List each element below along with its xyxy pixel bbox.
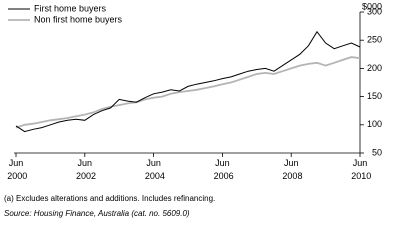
y-tick-label: 300 xyxy=(367,6,382,16)
x-tick-month: Jun xyxy=(353,158,368,168)
legend-label: First home buyers xyxy=(34,3,107,13)
x-tick-year: 2010 xyxy=(349,171,372,181)
x-tick-year: 2002 xyxy=(74,171,97,181)
x-tick-year: 2000 xyxy=(5,171,28,181)
x-tick-year: 2008 xyxy=(280,171,303,181)
x-tick-month: Jun xyxy=(78,158,93,168)
footnote: (a) Excludes alterations and additions. … xyxy=(4,194,215,203)
chart: $000 (a) Excludes alterations and additi… xyxy=(4,1,382,218)
y-tick-label: 250 xyxy=(367,35,382,45)
x-tick-year: 2006 xyxy=(211,171,234,181)
x-tick-month: Jun xyxy=(215,158,230,168)
x-tick-label: Jun 2008 xyxy=(280,158,303,181)
x-tick-year: 2004 xyxy=(142,171,165,181)
x-tick-label: Jun 2006 xyxy=(211,158,234,181)
x-tick-month: Jun xyxy=(146,158,161,168)
y-axis-label: $000 xyxy=(362,1,382,11)
y-tick-label: 150 xyxy=(367,91,382,101)
x-tick-month: Jun xyxy=(284,158,299,168)
x-tick-month: Jun xyxy=(9,158,24,168)
y-tick-label: 200 xyxy=(367,63,382,73)
y-tick-label: 50 xyxy=(372,147,382,157)
x-tick-label: Jun 2000 xyxy=(5,158,28,181)
y-tick-label: 100 xyxy=(367,119,382,129)
source: Source: Housing Finance, Australia (cat.… xyxy=(4,209,190,218)
x-tick-label: Jun 2002 xyxy=(74,158,97,181)
x-tick-label: Jun 2004 xyxy=(142,158,165,181)
series-line xyxy=(15,56,361,129)
legend-label: Non first home buyers xyxy=(34,14,123,24)
x-tick-label: Jun 2010 xyxy=(349,158,372,181)
series-line xyxy=(15,30,361,133)
